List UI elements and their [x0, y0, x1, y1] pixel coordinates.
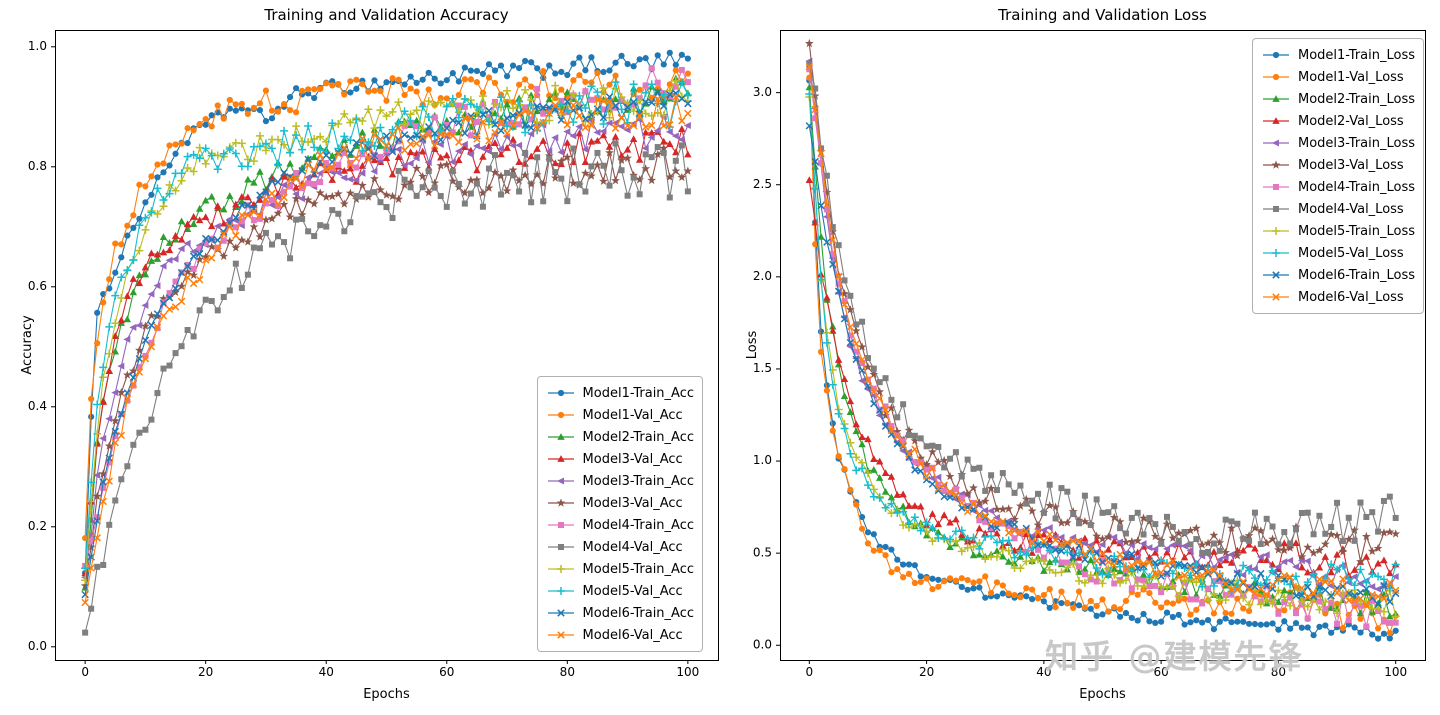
square-marker-icon [1260, 201, 1291, 217]
loss-chart-title: Training and Validation Loss [998, 6, 1207, 24]
legend-item: Model6-Val_Acc [545, 624, 694, 646]
plus-marker-icon [545, 583, 576, 599]
legend-item: Model4-Val_Loss [1260, 198, 1415, 220]
accuracy-chart-figure: Training and Validation Accuracy Accurac… [0, 0, 725, 715]
legend-item: Model1-Train_Acc [545, 382, 694, 404]
legend-label: Model1-Val_Loss [1297, 69, 1404, 85]
legend-item: Model3-Train_Acc [545, 470, 694, 492]
legend-label: Model2-Val_Loss [1297, 113, 1404, 129]
legend-label: Model4-Train_Loss [1297, 179, 1415, 195]
legend-item: Model6-Val_Loss [1260, 286, 1415, 308]
legend-item: Model2-Val_Loss [1260, 110, 1415, 132]
legend-item: Model5-Train_Loss [1260, 220, 1415, 242]
legend-item: Model3-Val_Loss [1260, 154, 1415, 176]
triangle-up-marker-icon [1260, 91, 1291, 107]
legend-item: Model5-Val_Acc [545, 580, 694, 602]
circle-marker-icon [545, 385, 576, 401]
accuracy-legend: Model1-Train_Acc Model1-Val_Acc Model2-Tra… [536, 376, 703, 652]
square-marker-icon [545, 539, 576, 555]
legend-item: Model3-Val_Acc [545, 448, 694, 470]
star-marker-icon [1260, 157, 1291, 173]
plus-marker-icon [545, 561, 576, 577]
legend-label: Model2-Train_Loss [1297, 91, 1415, 107]
legend-item: Model4-Train_Acc [545, 514, 694, 536]
legend-item: Model5-Val_Loss [1260, 242, 1415, 264]
triangle-up-marker-icon [545, 451, 576, 467]
legend-label: Model6-Train_Loss [1297, 267, 1415, 283]
legend-label: Model6-Val_Acc [582, 627, 683, 643]
legend-label: Model4-Train_Acc [582, 517, 694, 533]
legend-label: Model6-Val_Loss [1297, 289, 1404, 305]
legend-label: Model5-Train_Acc [582, 561, 694, 577]
legend-item: Model2-Train_Acc [545, 426, 694, 448]
legend-label: Model5-Val_Loss [1297, 245, 1404, 261]
legend-label: Model3-Val_Acc [582, 495, 683, 511]
plus-marker-icon [1260, 245, 1291, 261]
legend-item: Model1-Val_Acc [545, 404, 694, 426]
circle-marker-icon [1260, 69, 1291, 85]
x-marker-icon [1260, 289, 1291, 305]
legend-label: Model3-Train_Loss [1297, 135, 1415, 151]
legend-label: Model1-Train_Loss [1297, 47, 1415, 63]
legend-label: Model5-Val_Acc [582, 583, 683, 599]
legend-label: Model2-Train_Acc [582, 429, 694, 445]
legend-label: Model6-Train_Acc [582, 605, 694, 621]
legend-label: Model1-Val_Acc [582, 407, 683, 423]
star-marker-icon [545, 495, 576, 511]
accuracy-x-axis-label: Epochs [363, 687, 410, 702]
legend-label: Model4-Val_Acc [582, 539, 683, 555]
legend-label: Model3-Val_Loss [1297, 157, 1404, 173]
circle-marker-icon [1260, 47, 1291, 63]
legend-label: Model3-Train_Acc [582, 473, 694, 489]
x-marker-icon [1260, 267, 1291, 283]
legend-item: Model1-Train_Loss [1260, 44, 1415, 66]
triangle-left-marker-icon [545, 473, 576, 489]
legend-item: Model5-Train_Acc [545, 558, 694, 580]
legend-label: Model5-Train_Loss [1297, 223, 1415, 239]
x-marker-icon [545, 627, 576, 643]
x-marker-icon [545, 605, 576, 621]
legend-item: Model4-Train_Loss [1260, 176, 1415, 198]
loss-legend: Model1-Train_Loss Model1-Val_Loss Model2-T… [1251, 38, 1424, 314]
legend-item: Model6-Train_Loss [1260, 264, 1415, 286]
triangle-left-marker-icon [1260, 135, 1291, 151]
accuracy-chart-title: Training and Validation Accuracy [264, 6, 509, 24]
triangle-up-marker-icon [1260, 113, 1291, 129]
legend-item: Model3-Val_Acc [545, 492, 694, 514]
triangle-up-marker-icon [545, 429, 576, 445]
legend-item: Model6-Train_Acc [545, 602, 694, 624]
square-marker-icon [545, 517, 576, 533]
legend-item: Model3-Train_Loss [1260, 132, 1415, 154]
legend-label: Model1-Train_Acc [582, 385, 694, 401]
watermark: 知乎 @建模先锋 [1045, 637, 1304, 676]
loss-y-axis-label: Loss [745, 330, 760, 360]
legend-label: Model4-Val_Loss [1297, 201, 1404, 217]
accuracy-y-axis-label: Accuracy [20, 315, 35, 375]
legend-item: Model1-Val_Loss [1260, 66, 1415, 88]
square-marker-icon [1260, 179, 1291, 195]
loss-chart-figure: Training and Validation Loss Loss Epochs… [725, 0, 1440, 715]
legend-item: Model4-Val_Acc [545, 536, 694, 558]
circle-marker-icon [545, 407, 576, 423]
loss-x-axis-label: Epochs [1079, 687, 1126, 702]
plus-marker-icon [1260, 223, 1291, 239]
legend-label: Model3-Val_Acc [582, 451, 683, 467]
legend-item: Model2-Train_Loss [1260, 88, 1415, 110]
